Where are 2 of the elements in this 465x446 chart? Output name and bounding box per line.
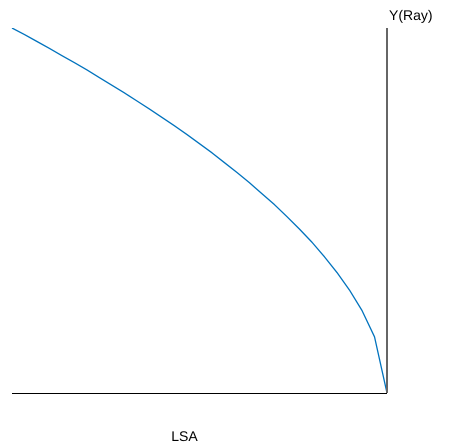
x-axis-title: LSA xyxy=(171,428,198,444)
y-axis-title: Y(Ray) xyxy=(389,7,433,23)
